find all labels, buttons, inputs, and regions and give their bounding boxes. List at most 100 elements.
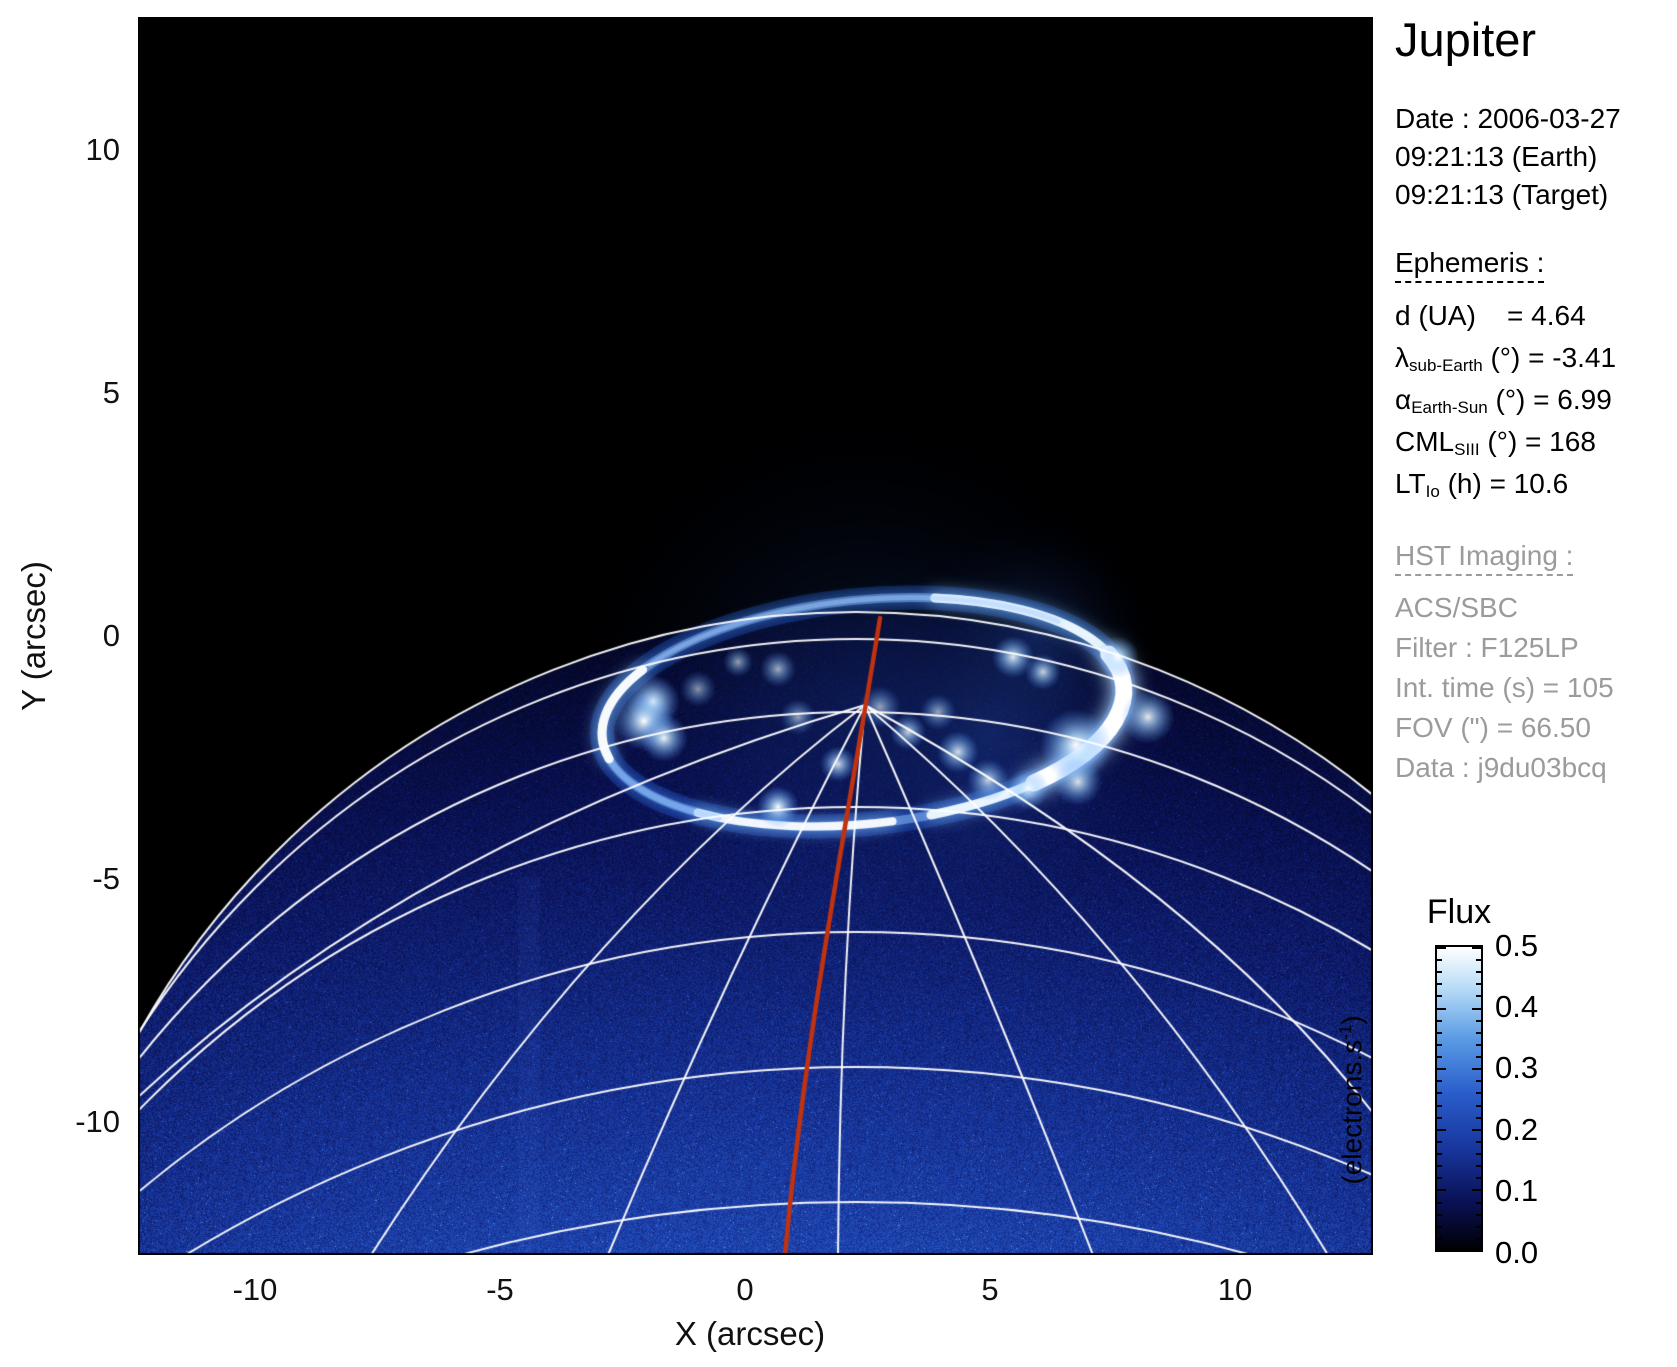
ephemeris-row-phase-angle: αEarth-Sun (°) = 6.99 <box>1395 384 1612 418</box>
colorbar-tick-mark <box>1476 1092 1481 1094</box>
colorbar-tick-label: 0.2 <box>1495 1112 1539 1147</box>
ephemeris-row-distance: d (UA) = 4.64 <box>1395 300 1586 334</box>
ephemeris-subscript: SIII <box>1454 440 1480 459</box>
hst-imaging-heading: HST Imaging : <box>1395 540 1574 576</box>
colorbar-tick-mark <box>1437 1226 1442 1228</box>
colorbar-tick-mark <box>1437 1189 1446 1191</box>
colorbar-tick-mark <box>1437 1032 1442 1034</box>
colorbar-tick-mark <box>1476 983 1481 985</box>
x-tick-label: -5 <box>486 1272 514 1307</box>
colorbar-tick-mark <box>1476 1080 1481 1082</box>
date-line: Date : 2006-03-27 <box>1395 103 1621 134</box>
colorbar-tick-mark <box>1476 1226 1481 1228</box>
colorbar-unit-text: ) <box>1336 1015 1368 1025</box>
colorbar-tick-mark <box>1437 995 1442 997</box>
ephemeris-subscript: sub-Earth <box>1409 356 1483 375</box>
colorbar-unit-text: (electrons.s <box>1336 1039 1368 1185</box>
colorbar-tick-label: 0.1 <box>1495 1173 1539 1208</box>
ephemeris-row-sub-earth-lat: λsub-Earth (°) = -3.41 <box>1395 342 1616 376</box>
ephemeris-symbol: CML <box>1395 426 1455 457</box>
colorbar-unit-exponent: -1 <box>1335 1024 1355 1040</box>
ephemeris-row-cml: CMLSIII (°) = 168 <box>1395 426 1596 460</box>
colorbar-tick-mark <box>1476 1056 1481 1058</box>
colorbar-tick-mark <box>1437 1092 1442 1094</box>
y-tick-label: -10 <box>75 1104 120 1139</box>
colorbar-tick-mark <box>1437 1020 1442 1022</box>
colorbar-tick-mark <box>1437 1080 1442 1082</box>
colorbar-tick-mark <box>1437 1008 1446 1010</box>
colorbar-tick-mark <box>1437 1177 1442 1179</box>
colorbar-tick-mark <box>1437 1117 1442 1119</box>
ephemeris-symbol: d (UA) <box>1395 300 1476 331</box>
x-tick-label: -10 <box>232 1272 278 1307</box>
colorbar-tick-mark <box>1437 1153 1442 1155</box>
colorbar-tick-mark <box>1437 983 1442 985</box>
colorbar-tick-mark <box>1437 1141 1442 1143</box>
ephemeris-symbol: λ <box>1395 342 1409 373</box>
colorbar-tick-mark <box>1437 1248 1446 1250</box>
colorbar-tick-mark <box>1476 1105 1481 1107</box>
colorbar-tick-label: 0.3 <box>1495 1050 1539 1085</box>
colorbar-tick-mark <box>1476 1202 1481 1204</box>
colorbar-tick-mark <box>1437 1068 1446 1070</box>
colorbar-tick-mark <box>1437 1044 1442 1046</box>
colorbar-tick-mark <box>1476 1177 1481 1179</box>
colorbar-tick-mark <box>1472 1068 1481 1070</box>
colorbar-tick-mark <box>1437 1238 1442 1240</box>
colorbar-tick-mark <box>1476 971 1481 973</box>
colorbar-tick-mark <box>1476 1032 1481 1034</box>
y-tick-label: 10 <box>85 132 120 167</box>
colorbar-tick-mark <box>1476 995 1481 997</box>
colorbar-tick-mark <box>1437 1056 1442 1058</box>
time-earth-line: 09:21:13 (Earth) <box>1395 141 1598 172</box>
flux-colorbar <box>1435 945 1483 1252</box>
page-title: Jupiter <box>1395 13 1537 66</box>
colorbar-tick-mark <box>1476 1153 1481 1155</box>
colorbar-tick-mark <box>1472 1189 1481 1191</box>
x-tick-label: 0 <box>736 1272 754 1307</box>
colorbar-tick-mark <box>1472 947 1481 949</box>
colorbar-tick-mark <box>1472 1008 1481 1010</box>
hst-fov: FOV (") = 66.50 <box>1395 712 1591 743</box>
colorbar-tick-label: 0.5 <box>1495 928 1539 963</box>
ephemeris-subscript: Earth-Sun <box>1411 398 1488 417</box>
hst-instrument: ACS/SBC <box>1395 592 1518 623</box>
ephemeris-value: (°) = -3.41 <box>1482 342 1617 373</box>
colorbar-tick-mark <box>1437 1165 1442 1167</box>
ephemeris-value: (°) = 6.99 <box>1487 384 1612 415</box>
colorbar-tick-mark <box>1476 1238 1481 1240</box>
colorbar-tick-mark <box>1437 1214 1442 1216</box>
colorbar-title: Flux <box>1426 893 1492 931</box>
ephemeris-value: (°) = 168 <box>1479 426 1596 457</box>
colorbar-tick-mark <box>1476 959 1481 961</box>
jupiter-aurora-image-plot <box>138 17 1373 1255</box>
colorbar-tick-mark <box>1437 947 1446 949</box>
colorbar-tick-mark <box>1437 971 1442 973</box>
ephemeris-symbol: LT <box>1395 468 1426 499</box>
hst-int-time: Int. time (s) = 105 <box>1395 672 1614 703</box>
colorbar-tick-mark <box>1437 1202 1442 1204</box>
x-axis-label: X (arcsec) <box>674 1315 826 1352</box>
colorbar-tick-mark <box>1472 1129 1481 1131</box>
colorbar-tick-mark <box>1476 1117 1481 1119</box>
colorbar-tick-mark <box>1476 1141 1481 1143</box>
colorbar-tick-mark <box>1472 1248 1481 1250</box>
time-target-line: 09:21:13 (Target) <box>1395 179 1609 210</box>
ephemeris-symbol: α <box>1395 384 1412 415</box>
ephemeris-row-io-local-time: LTIo (h) = 10.6 <box>1395 468 1568 502</box>
colorbar-tick-label: 0.0 <box>1495 1235 1539 1270</box>
y-tick-label: 0 <box>102 618 120 653</box>
colorbar-tick-mark <box>1437 1129 1446 1131</box>
ephemeris-heading: Ephemeris : <box>1395 247 1545 283</box>
x-tick-label: 10 <box>1217 1272 1253 1307</box>
colorbar-tick-mark <box>1476 1165 1481 1167</box>
x-tick-label: 5 <box>981 1272 999 1307</box>
ephemeris-subscript: Io <box>1425 482 1440 501</box>
hst-filter: Filter : F125LP <box>1395 632 1579 663</box>
colorbar-tick-mark <box>1476 1044 1481 1046</box>
colorbar-tick-mark <box>1476 1214 1481 1216</box>
y-tick-label: -5 <box>92 861 120 896</box>
colorbar-tick-mark <box>1476 1020 1481 1022</box>
colorbar-tick-label: 0.4 <box>1495 989 1539 1024</box>
